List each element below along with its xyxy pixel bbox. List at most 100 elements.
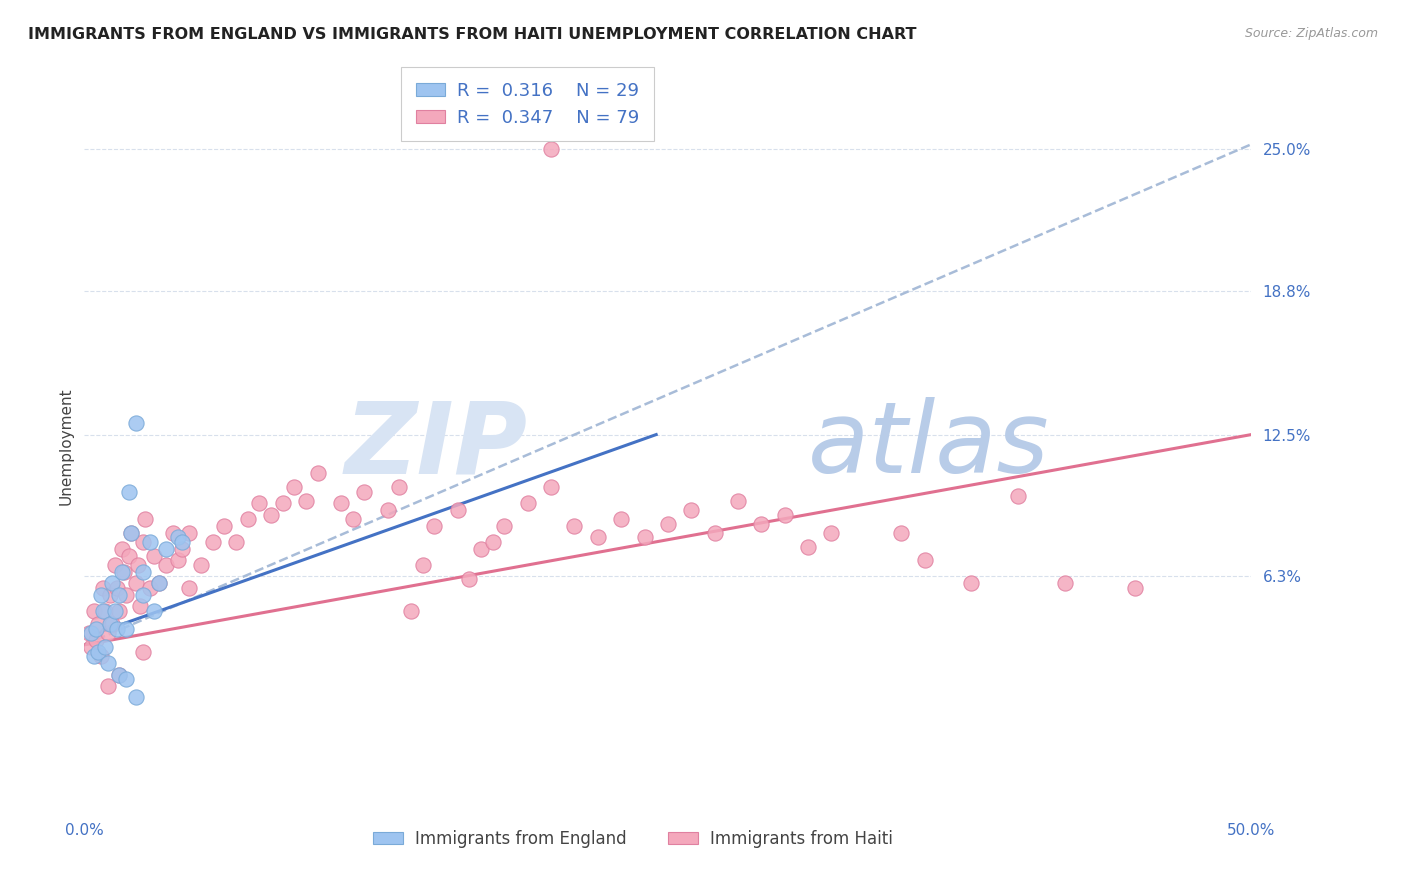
Point bbox=[377, 503, 399, 517]
Point bbox=[111, 565, 134, 579]
Point bbox=[134, 512, 156, 526]
Point bbox=[540, 142, 562, 156]
Point bbox=[155, 541, 177, 556]
Point bbox=[155, 558, 177, 572]
Point bbox=[148, 576, 170, 591]
Point bbox=[564, 519, 586, 533]
Point bbox=[773, 508, 796, 522]
Point bbox=[132, 645, 155, 659]
Point bbox=[960, 576, 983, 591]
Point bbox=[105, 622, 128, 636]
Point bbox=[105, 581, 128, 595]
Point bbox=[80, 626, 103, 640]
Point bbox=[610, 512, 633, 526]
Point bbox=[112, 565, 135, 579]
Point bbox=[388, 480, 411, 494]
Point bbox=[353, 484, 375, 499]
Point bbox=[481, 535, 505, 549]
Point bbox=[423, 519, 446, 533]
Point bbox=[108, 667, 131, 681]
Point bbox=[127, 558, 149, 572]
Point bbox=[399, 603, 422, 617]
Point bbox=[749, 516, 772, 531]
Point bbox=[470, 541, 492, 556]
Point bbox=[162, 525, 184, 540]
Text: IMMIGRANTS FROM ENGLAND VS IMMIGRANTS FROM HAITI UNEMPLOYMENT CORRELATION CHART: IMMIGRANTS FROM ENGLAND VS IMMIGRANTS FR… bbox=[28, 27, 917, 42]
Point bbox=[80, 640, 103, 655]
Point bbox=[330, 496, 353, 510]
Point bbox=[118, 484, 141, 499]
Point bbox=[166, 530, 188, 544]
Point bbox=[125, 416, 148, 430]
Point bbox=[143, 603, 166, 617]
Point bbox=[83, 603, 105, 617]
Point bbox=[97, 656, 120, 670]
Point bbox=[115, 588, 138, 602]
Point bbox=[494, 519, 516, 533]
Point bbox=[138, 535, 160, 549]
Point bbox=[132, 535, 155, 549]
Point bbox=[797, 540, 820, 554]
Point bbox=[104, 603, 127, 617]
Point bbox=[820, 525, 842, 540]
Point bbox=[295, 494, 318, 508]
Text: Source: ZipAtlas.com: Source: ZipAtlas.com bbox=[1244, 27, 1378, 40]
Point bbox=[115, 622, 138, 636]
Point bbox=[447, 503, 470, 517]
Point bbox=[120, 525, 142, 540]
Point bbox=[727, 494, 749, 508]
Point bbox=[94, 603, 117, 617]
Point bbox=[90, 588, 112, 602]
Point bbox=[101, 576, 124, 591]
Point bbox=[633, 530, 655, 544]
Point bbox=[890, 525, 912, 540]
Point bbox=[307, 467, 329, 481]
Point bbox=[143, 549, 166, 563]
Point bbox=[271, 496, 294, 510]
Point bbox=[115, 672, 138, 686]
Point bbox=[283, 480, 305, 494]
Point bbox=[166, 553, 188, 567]
Point bbox=[179, 581, 201, 595]
Point bbox=[236, 512, 259, 526]
Point bbox=[87, 645, 110, 659]
Point bbox=[249, 496, 271, 510]
Point bbox=[91, 603, 114, 617]
Point bbox=[118, 549, 141, 563]
Point bbox=[172, 541, 194, 556]
Point bbox=[1123, 581, 1146, 595]
Point bbox=[586, 530, 609, 544]
Point bbox=[97, 679, 120, 693]
Point bbox=[914, 553, 936, 567]
Point bbox=[657, 516, 679, 531]
Point bbox=[91, 581, 114, 595]
Point bbox=[108, 603, 131, 617]
Point bbox=[87, 617, 110, 632]
Point bbox=[98, 588, 121, 602]
Point bbox=[516, 496, 538, 510]
Point bbox=[90, 649, 112, 664]
Point bbox=[214, 519, 236, 533]
Point bbox=[132, 588, 155, 602]
Point bbox=[120, 525, 142, 540]
Point bbox=[108, 588, 131, 602]
Point bbox=[108, 667, 131, 681]
Point bbox=[148, 576, 170, 591]
Point bbox=[1053, 576, 1076, 591]
Point bbox=[260, 508, 283, 522]
Point bbox=[125, 690, 148, 705]
Legend: Immigrants from England, Immigrants from Haiti: Immigrants from England, Immigrants from… bbox=[367, 823, 900, 855]
Point bbox=[1007, 489, 1029, 503]
Point bbox=[129, 599, 152, 613]
Point bbox=[98, 617, 121, 632]
Text: atlas: atlas bbox=[808, 398, 1049, 494]
Point bbox=[97, 626, 120, 640]
Point bbox=[681, 503, 703, 517]
Point bbox=[84, 622, 107, 636]
Text: ZIP: ZIP bbox=[344, 398, 527, 494]
Point bbox=[342, 512, 364, 526]
Point bbox=[104, 558, 127, 572]
Point bbox=[172, 535, 194, 549]
Point bbox=[83, 649, 105, 664]
Point bbox=[125, 576, 148, 591]
